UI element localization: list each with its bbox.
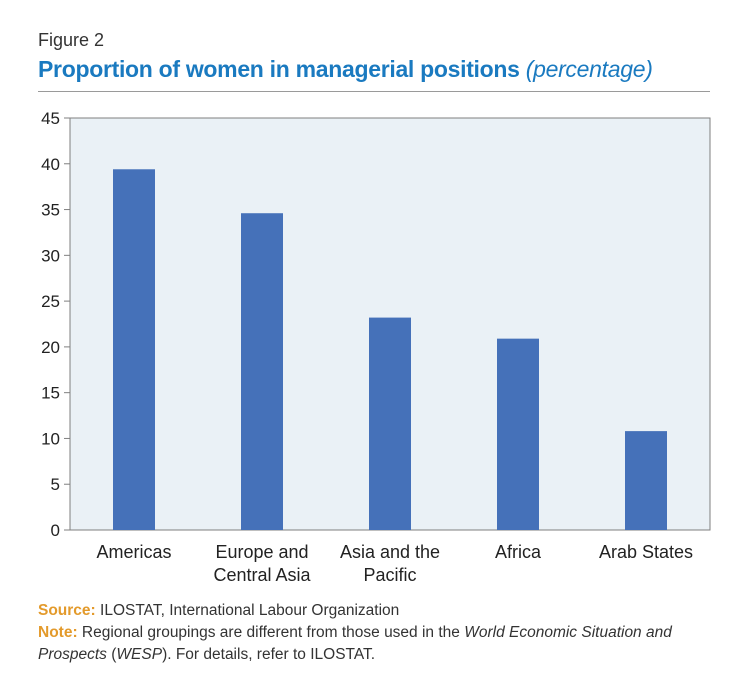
x-category-label-line: Arab States [599,542,693,562]
source-text: ILOSTAT, International Labour Organizati… [100,602,400,619]
x-category-label: Arab States [599,542,693,562]
x-category-label-line: Pacific [363,565,416,585]
y-tick-label: 25 [41,292,60,311]
bar [625,431,667,530]
bar [369,317,411,530]
x-axis-labels: Americas Europe and Central Asia Asia and t… [96,542,693,585]
y-tick-label: 15 [41,384,60,403]
y-tick-label: 10 [41,429,60,448]
note-italic-2: WESP [116,646,163,663]
x-category-label: Americas [96,542,171,562]
title-divider [38,91,710,92]
title-unit-close: ) [645,56,653,82]
figure-label: Figure 2 [38,30,105,50]
y-tick-label: 35 [41,201,60,220]
chart-footer: Source: ILOSTAT, International Labour Or… [38,600,718,666]
x-category-label: Europe and Central Asia [213,542,311,585]
note-text-3: ). For details, refer to ILOSTAT. [162,646,376,663]
note-line: Note: Regional groupings are different f… [38,622,718,666]
x-category-label: Africa [495,542,542,562]
source-label: Source: [38,602,96,619]
title-unit-text: percentage [533,56,646,82]
title-unit-open: ( [525,56,534,82]
chart-title: Proportion of women in managerial positi… [38,56,653,83]
y-tick-label: 40 [41,155,60,174]
bar [113,169,155,530]
bar [241,213,283,530]
y-axis: 0 5 10 15 20 25 30 35 40 45 [41,109,70,540]
y-tick-label: 30 [41,246,60,265]
x-category-label-line: Central Asia [213,565,311,585]
chart-title-main: Proportion of women in managerial positi… [38,56,520,82]
x-category-label-line: Europe and [215,542,308,562]
bar [497,338,539,530]
x-category-label-line: Asia and the [340,542,440,562]
y-tick-label: 5 [51,475,60,494]
note-text-1: Regional groupings are different from th… [81,624,460,641]
bar-chart: 0 5 10 15 20 25 30 35 40 45 Americas Europe and Cen… [41,109,711,585]
note-italic-1: World Economic Situation and Prospects [38,624,672,663]
chart-title-unit: (percentage) [526,56,653,82]
y-tick-label: 45 [41,109,60,128]
x-category-label-line: Africa [495,542,542,562]
note-label: Note: [38,624,78,641]
y-tick-label: 20 [41,338,60,357]
x-category-label-line: Americas [96,542,171,562]
source-line: Source: ILOSTAT, International Labour Or… [38,600,718,622]
y-tick-label: 0 [51,521,60,540]
bars [113,169,667,530]
note-text-2: ( [111,646,117,663]
x-category-label: Asia and the Pacific [340,542,440,585]
